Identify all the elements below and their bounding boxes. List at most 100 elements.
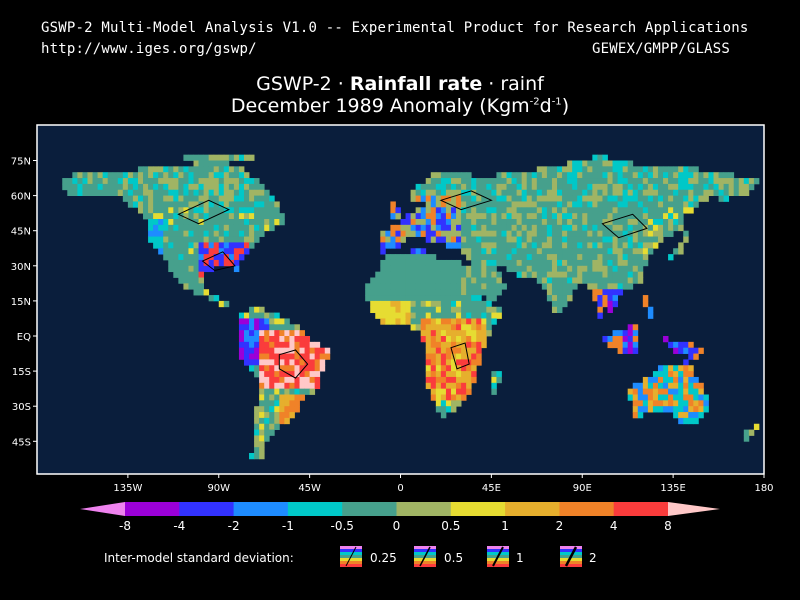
land-cell	[536, 230, 543, 237]
land-cell	[456, 371, 462, 378]
land-cell	[395, 271, 401, 278]
land-cell	[269, 388, 275, 395]
land-cell	[713, 178, 719, 185]
land-cell	[218, 300, 225, 308]
land-cell	[678, 382, 684, 390]
land-cell	[607, 236, 613, 243]
land-cell	[249, 224, 255, 232]
land-cell	[577, 248, 583, 255]
land-cell	[673, 365, 679, 372]
land-cell	[562, 230, 568, 237]
land-cell	[456, 259, 462, 267]
land-cell	[450, 382, 457, 390]
colorbar-segment	[125, 502, 180, 516]
land-cell	[450, 324, 457, 331]
land-cell	[577, 224, 583, 232]
land-cell	[602, 295, 608, 302]
land-cell	[264, 388, 270, 395]
land-cell	[269, 371, 275, 378]
land-cell	[456, 347, 462, 354]
land-cell	[173, 230, 179, 237]
land-cell	[456, 312, 462, 319]
land-cell	[425, 207, 432, 214]
land-cell	[410, 219, 417, 226]
land-cell	[435, 318, 442, 325]
land-cell	[607, 219, 613, 226]
land-cell	[476, 219, 482, 226]
land-cell	[420, 207, 427, 214]
land-cell	[213, 166, 220, 173]
land-cell	[496, 183, 502, 191]
colorbar-label: 4	[610, 519, 618, 533]
land-cell	[415, 207, 422, 214]
land-cell	[168, 236, 174, 243]
land-cell	[193, 189, 199, 196]
land-cell	[254, 453, 260, 460]
land-cell	[587, 160, 593, 167]
land-cell	[137, 195, 144, 202]
land-cell	[405, 283, 411, 290]
land-cell	[420, 312, 427, 319]
land-cell	[97, 178, 104, 185]
land-cell	[587, 201, 593, 208]
land-cell	[430, 394, 437, 401]
land-cell	[410, 295, 417, 302]
land-cell	[567, 259, 573, 267]
land-cell	[612, 201, 618, 208]
land-cell	[178, 195, 184, 202]
land-cell	[536, 183, 543, 191]
land-cell	[405, 265, 411, 273]
land-cell	[299, 365, 305, 372]
land-cell	[486, 271, 492, 278]
land-cell	[193, 271, 199, 278]
land-cell	[178, 189, 184, 196]
land-cell	[738, 183, 745, 191]
land-cell	[395, 224, 401, 232]
land-cell	[471, 353, 477, 360]
land-cell	[213, 230, 220, 237]
colorbar-segment	[233, 502, 289, 516]
land-cell	[471, 271, 477, 278]
land-cell	[572, 207, 578, 214]
land-cell	[284, 376, 290, 384]
land-cell	[526, 230, 533, 237]
land-cell	[567, 289, 573, 296]
land-cell	[183, 195, 189, 202]
land-cell	[466, 295, 472, 302]
land-cell	[445, 259, 452, 267]
land-cell	[400, 318, 406, 325]
land-cell	[592, 195, 598, 202]
land-cell	[178, 201, 184, 208]
land-cell	[163, 201, 169, 208]
land-cell	[445, 371, 452, 378]
land-cell	[521, 224, 528, 232]
land-cell	[249, 207, 255, 214]
land-cell	[299, 371, 305, 378]
land-cell	[471, 178, 477, 185]
land-cell	[496, 178, 502, 185]
land-cell	[390, 283, 396, 290]
land-cell	[269, 312, 275, 319]
land-cell	[430, 388, 437, 395]
land-cell	[203, 183, 210, 191]
land-cell	[218, 259, 225, 267]
land-cell	[198, 195, 205, 202]
land-cell	[486, 213, 492, 220]
land-cell	[602, 277, 608, 284]
land-cell	[511, 265, 518, 273]
land-cell	[627, 324, 634, 331]
land-cell	[668, 207, 674, 214]
sd-legend-icons	[340, 546, 582, 567]
land-cell	[425, 359, 432, 366]
land-cell	[491, 213, 497, 220]
land-cell	[249, 213, 255, 220]
land-cell	[203, 242, 210, 249]
land-cell	[486, 201, 492, 208]
land-cell	[526, 207, 533, 214]
land-cell	[269, 423, 275, 430]
land-cell	[395, 230, 401, 237]
land-cell	[259, 376, 265, 384]
land-cell	[632, 388, 639, 395]
land-cell	[254, 312, 260, 319]
land-cell	[476, 207, 482, 214]
